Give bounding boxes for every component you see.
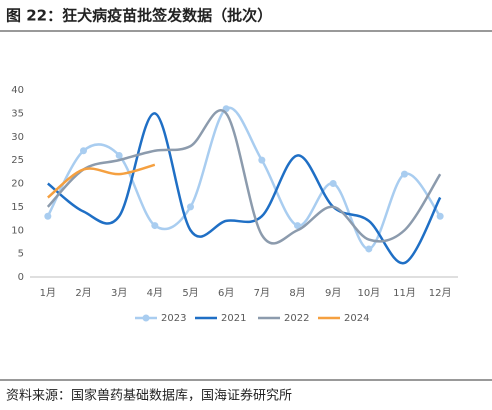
y-tick-label: 5 <box>18 249 24 260</box>
marker <box>151 222 159 230</box>
x-tick-label: 8月 <box>289 287 305 299</box>
marker <box>329 180 337 187</box>
series-line <box>46 109 442 245</box>
marker <box>187 203 194 211</box>
x-tick-label: 6月 <box>218 287 234 299</box>
y-tick-label: 0 <box>18 272 24 283</box>
marker <box>436 212 444 220</box>
marker <box>258 156 266 164</box>
x-tick-label: 9月 <box>325 287 341 299</box>
x-tick-label: 10月 <box>357 287 380 299</box>
x-tick-label: 2月 <box>75 287 91 299</box>
marker <box>401 170 408 178</box>
x-tick-label: 4月 <box>147 287 163 299</box>
x-tick-label: 7月 <box>254 287 270 299</box>
series-line <box>47 112 442 265</box>
marker <box>80 147 87 155</box>
x-tick-label: 3月 <box>111 287 127 299</box>
legend-label: 2024 <box>344 313 369 324</box>
source: 资料来源：国家兽药基础数据库，国海证券研究所 <box>6 388 292 404</box>
marker <box>44 212 52 220</box>
x-tick-label: 5月 <box>182 287 198 299</box>
marker <box>365 245 373 253</box>
legend-label: 2023 <box>161 313 186 324</box>
y-tick-label: 40 <box>11 85 24 96</box>
marker <box>294 222 301 230</box>
y-tick-label: 35 <box>11 108 24 119</box>
x-tick-label: 11月 <box>393 287 416 299</box>
x-tick-label: 1月 <box>40 287 56 299</box>
y-tick-label: 10 <box>11 225 24 236</box>
legend-marker <box>142 314 150 322</box>
series-line <box>46 106 442 251</box>
marker <box>115 151 123 159</box>
y-tick-label: 30 <box>11 132 24 143</box>
legend-label: 2022 <box>284 313 309 324</box>
x-tick-label: 12月 <box>429 287 452 299</box>
y-tick-label: 15 <box>11 202 24 213</box>
y-tick-label: 25 <box>11 155 24 166</box>
chart-title: 图 22：狂犬病疫苗批签发数据（批次） <box>6 7 272 25</box>
series-line <box>47 163 156 199</box>
y-tick-label: 20 <box>11 179 24 190</box>
legend-label: 2021 <box>221 313 246 324</box>
